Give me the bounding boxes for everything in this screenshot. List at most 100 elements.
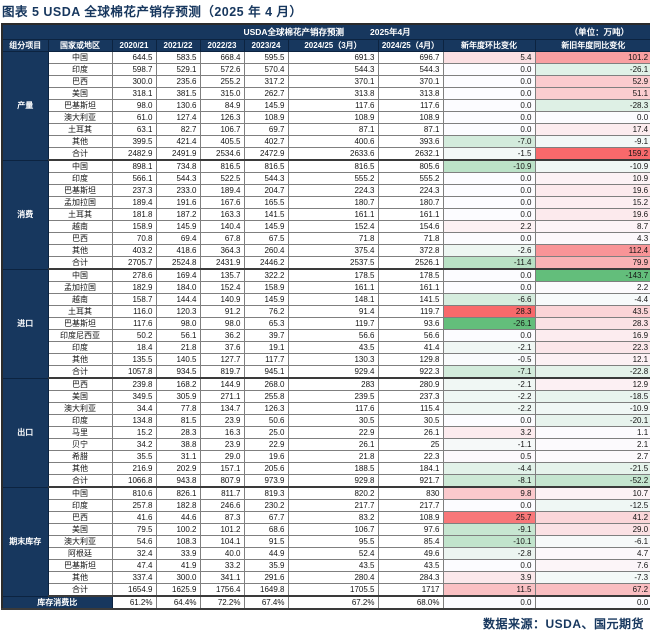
region-cell: 巴基斯坦 xyxy=(47,559,113,572)
region-cell: 孟加拉国 xyxy=(47,281,113,294)
value-cell: 126.3 xyxy=(199,111,245,124)
value-cell: 375.4 xyxy=(287,244,379,257)
value-cell: 262.7 xyxy=(243,87,289,100)
region-cell: 印度 xyxy=(47,414,113,427)
value-cell: 161.1 xyxy=(377,281,444,294)
value-cell: 943.8 xyxy=(155,474,201,488)
value-cell: 52.4 xyxy=(287,547,379,560)
value-cell: 1625.9 xyxy=(155,583,201,597)
value-cell: 56.6 xyxy=(287,329,379,342)
mom-change-cell: 0.0 xyxy=(442,196,536,209)
value-cell: 544.3 xyxy=(287,63,379,76)
value-cell: 393.6 xyxy=(377,135,444,148)
region-cell: 澳大利亚 xyxy=(47,402,113,415)
value-cell: 205.6 xyxy=(243,462,289,475)
region-cell: 印度 xyxy=(47,63,113,76)
value-cell: 922.3 xyxy=(377,365,444,379)
table-title-row: USDA全球棉花产销存预测 2025年4月 （单位：万吨） xyxy=(1,23,650,40)
value-cell: 87.1 xyxy=(287,123,379,136)
mom-change-cell: 5.4 xyxy=(442,51,536,64)
value-cell: 71.8 xyxy=(377,232,444,245)
region-cell: 土耳其 xyxy=(47,123,113,136)
region-cell: 越南 xyxy=(47,293,113,306)
table-row: 美国 349.5 305.9 271.1 255.8 239.5 237.3 -2.2 -18.… xyxy=(2,390,650,403)
region-cell: 美国 xyxy=(47,523,113,536)
yoy-change-cell: 10.9 xyxy=(534,172,650,185)
region-cell: 巴西 xyxy=(47,75,113,88)
value-cell: 1057.8 xyxy=(111,365,157,379)
region-cell: 其他 xyxy=(47,353,113,366)
region-cell: 贝宁 xyxy=(47,438,113,451)
yoy-change-cell: 4.3 xyxy=(534,232,650,245)
value-cell: 87.3 xyxy=(199,511,245,524)
table-row: 美国 79.5 100.2 101.2 68.6 106.7 97.6 -9.1 29.0 xyxy=(2,523,650,536)
value-cell: 522.5 xyxy=(199,172,245,185)
mom-change-cell: 0.0 xyxy=(442,87,536,100)
table-row: 巴基斯坦 47.4 41.9 33.2 35.9 43.5 43.5 0.0 7.6 xyxy=(2,559,650,572)
table-row: 印度 598.7 529.1 572.6 570.4 544.3 544.3 0.0 -26.1 xyxy=(2,63,650,76)
ratio-value-cell: 64.4% xyxy=(155,595,201,610)
yoy-change-cell: -26.1 xyxy=(534,63,650,76)
value-cell: 830 xyxy=(377,486,444,500)
value-cell: 2534.6 xyxy=(199,147,245,161)
table-row: 消费 中国 898.1 734.8 816.5 816.5 816.5 805.6 -10.9-… xyxy=(1,159,650,270)
value-cell: 101.2 xyxy=(199,523,245,536)
yoy-change-cell: 41.2 xyxy=(534,511,650,524)
value-cell: 134.8 xyxy=(111,414,157,427)
value-cell: 691.3 xyxy=(287,51,379,64)
value-cell: 67.7 xyxy=(243,511,289,524)
page-title: 图表 5 USDA 全球棉花产销存预测（2025 年 4 月） xyxy=(2,5,303,19)
value-cell: 163.3 xyxy=(199,208,245,221)
section-label: 期末库存 xyxy=(1,486,49,597)
yoy-change-cell: -22.8 xyxy=(534,365,650,379)
value-cell: 158.7 xyxy=(111,293,157,306)
value-cell: 91.2 xyxy=(199,305,245,318)
yoy-change-cell: 101.2 xyxy=(534,51,650,64)
region-cell: 中国 xyxy=(47,51,113,64)
value-cell: 106.7 xyxy=(287,523,379,536)
value-cell: 1756.4 xyxy=(199,583,245,597)
value-cell: 2446.2 xyxy=(243,256,289,270)
yoy-change-cell: 0.0 xyxy=(534,111,650,124)
region-cell: 土耳其 xyxy=(47,208,113,221)
value-cell: 145.9 xyxy=(243,293,289,306)
value-cell: 583.5 xyxy=(155,51,201,64)
value-cell: 381.5 xyxy=(155,87,201,100)
mom-change-cell: 0.0 xyxy=(442,559,536,572)
yoy-change-cell: 8.7 xyxy=(534,220,650,233)
value-cell: 2526.1 xyxy=(377,256,444,270)
value-cell: 117.6 xyxy=(377,99,444,112)
value-cell: 82.7 xyxy=(155,123,201,136)
value-cell: 644.5 xyxy=(111,51,157,64)
value-cell: 529.1 xyxy=(155,63,201,76)
value-cell: 555.2 xyxy=(287,172,379,185)
yoy-change-cell: 12.9 xyxy=(534,377,650,391)
yoy-change-cell: 112.4 xyxy=(534,244,650,257)
yoy-change-cell: -21.5 xyxy=(534,462,650,475)
table-row: 其他 403.2 418.6 364.3 260.4 375.4 372.8 -2.6 112.… xyxy=(2,244,650,257)
yoy-change-cell: -143.7 xyxy=(534,268,650,282)
value-cell: 69.7 xyxy=(243,123,289,136)
value-cell: 23.9 xyxy=(199,438,245,451)
yoy-change-cell: 12.1 xyxy=(534,353,650,366)
value-cell: 140.9 xyxy=(199,293,245,306)
value-cell: 364.3 xyxy=(199,244,245,257)
value-cell: 184.0 xyxy=(155,281,201,294)
yoy-change-cell: 51.1 xyxy=(534,87,650,100)
value-cell: 572.6 xyxy=(199,63,245,76)
value-cell: 18.4 xyxy=(111,341,157,354)
region-cell: 合计 xyxy=(47,474,113,488)
value-cell: 93.6 xyxy=(377,317,444,330)
value-cell: 129.8 xyxy=(377,353,444,366)
table-row: 其他 216.9 202.9 157.1 205.6 188.5 184.1 -4.4 -21.… xyxy=(2,462,650,475)
value-cell: 811.7 xyxy=(199,486,245,500)
yoy-change-cell: 22.3 xyxy=(534,341,650,354)
region-cell: 其他 xyxy=(47,462,113,475)
mom-change-cell: -0.5 xyxy=(442,353,536,366)
value-cell: 84.9 xyxy=(199,99,245,112)
value-cell: 973.9 xyxy=(243,474,289,488)
table-row: 印度 18.4 21.8 37.6 19.1 43.5 41.4 -2.1 22.3 xyxy=(2,341,650,354)
value-cell: 161.1 xyxy=(287,281,379,294)
value-cell: 1717 xyxy=(377,583,444,597)
region-cell: 巴西 xyxy=(47,232,113,245)
